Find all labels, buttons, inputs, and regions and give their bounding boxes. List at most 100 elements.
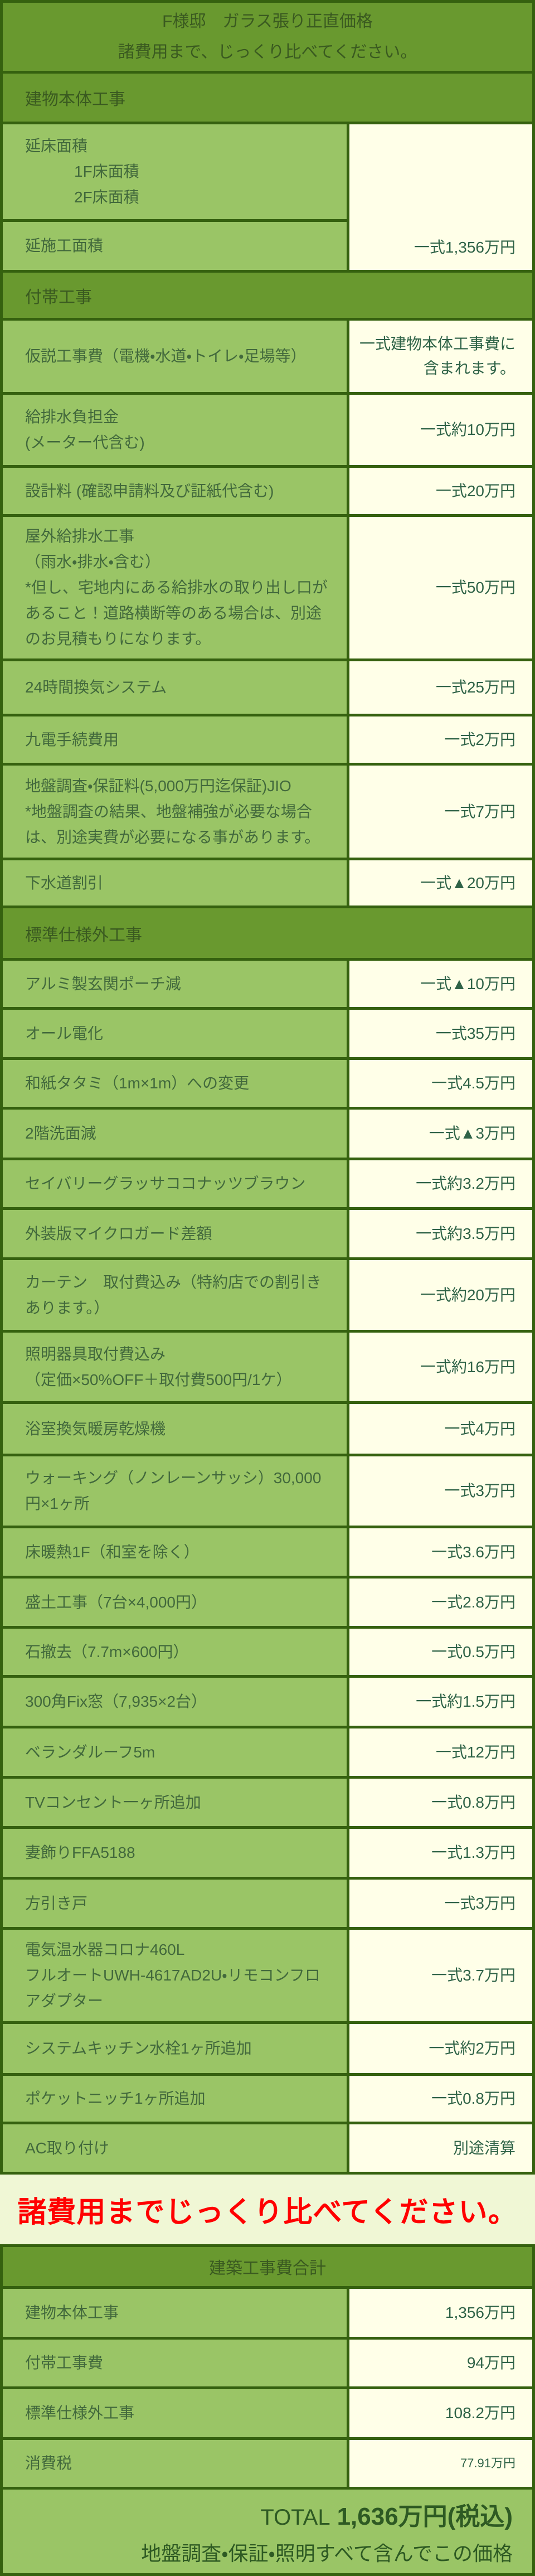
item-label: ポケットニッチ1ヶ所追加	[3, 2076, 347, 2122]
item-label: ウォーキング（ノンレーンサッシ）30,000円×1ヶ所	[3, 1456, 347, 1526]
total-label: TOTAL	[260, 2505, 330, 2530]
item-label-line: 床暖熱1F（和室を除く）	[25, 1543, 200, 1561]
footer-note: 地盤調査・保証・照明すべて含んでこの価格	[141, 2542, 513, 2565]
item-value: 一式約16万円	[347, 1333, 532, 1401]
item-value: 一式▲3万円	[347, 1110, 532, 1158]
item-row: TVコンセント一ヶ所追加 一式0.8万円	[3, 1776, 532, 1826]
item-label-line: 24時間換気システム	[25, 679, 167, 696]
item-label-line: 電気温水器コロナ460L	[25, 1941, 185, 1958]
page-header: F様邸 ガラス張り正直価格 諸費用まで、じっくり比べてください。	[3, 3, 532, 71]
item-value: 一式約10万円	[347, 395, 532, 465]
item-row: カーテン 取付費込み（特約店での割引きあります。） 一式約20万円	[3, 1257, 532, 1330]
item-label: カーテン 取付費込み（特約店での割引きあります。）	[3, 1260, 347, 1330]
item-row: 照明器具取付費込み （定価×50%OFF＋取付費500円/1ケ） 一式約16万円	[3, 1330, 532, 1401]
item-label-line: 消費税	[25, 2454, 72, 2472]
item-row: 床暖熱1F（和室を除く） 一式3.6万円	[3, 1526, 532, 1576]
item-row: 2階洗面減 一式▲3万円	[3, 1107, 532, 1158]
item-value: 一式2.8万円	[347, 1578, 532, 1626]
item-label-line: 屋外給排水工事	[25, 527, 135, 545]
item-label-line: 2階洗面減	[25, 1125, 96, 1142]
item-label-line: TVコンセント一ヶ所追加	[25, 1793, 201, 1811]
item-row: 仮説工事費（電機・水道・トイレ・足場等） 一式建物本体工事費に含まれます。	[3, 318, 532, 392]
item-label-line: ポケットニッチ1ヶ所追加	[25, 2090, 206, 2107]
item-row: 24時間換気システム 一式25万円	[3, 658, 532, 714]
item-label-line: ベランダルーフ5m	[25, 1743, 155, 1761]
item-value: 一式1,356万円	[347, 124, 532, 270]
item-value: 108.2万円	[347, 2389, 532, 2437]
item-label: 延床面積 1F床面積 2F床面積	[3, 124, 347, 219]
item-label: 付帯工事費	[3, 2340, 347, 2386]
item-row: 盛土工事（7台×4,000円） 一式2.8万円	[3, 1576, 532, 1626]
item-label: 下水道割引	[3, 860, 347, 906]
item-label: 浴室換気暖房乾燥機	[3, 1404, 347, 1454]
item-row: 地盤調査・保証料(5,000万円迄保証)JIO *地盤調査の結果、地盤補強が必要な…	[3, 763, 532, 858]
item-value: 一式7万円	[347, 766, 532, 858]
item-label: 九電手続費用	[3, 716, 347, 763]
item-value: 一式0.5万円	[347, 1629, 532, 1675]
item-label: 24時間換気システム	[3, 661, 347, 714]
item-value: 別途清算	[347, 2124, 532, 2172]
item-row: 屋外給排水工事 （雨水・排水・含む） *但し、宅地内にある給排水の取り出し口があるこ…	[3, 514, 532, 658]
item-row: 300角Fix窓（7,935×2台） 一式約1.5万円	[3, 1675, 532, 1726]
item-label: 屋外給排水工事 （雨水・排水・含む） *但し、宅地内にある給排水の取り出し口があるこ…	[3, 517, 347, 658]
item-label: 延施工面積	[3, 219, 347, 270]
item-value: 一式約3.5万円	[347, 1210, 532, 1257]
item-label-line: 外装版マイクロガード差額	[25, 1224, 212, 1242]
item-row: 九電手続費用 一式2万円	[3, 714, 532, 763]
item-label: セイバリーグラッサココナッツブラウン	[3, 1160, 347, 1207]
item-row: AC取り付け 別途清算	[3, 2122, 532, 2172]
item-value: 一式約2万円	[347, 2024, 532, 2073]
item-value: 一式3万円	[347, 1456, 532, 1526]
item-label-line: セイバリーグラッサココナッツブラウン	[25, 1175, 306, 1192]
item-label: AC取り付け	[3, 2124, 347, 2172]
item-row: ポケットニッチ1ヶ所追加 一式0.8万円	[3, 2073, 532, 2122]
item-label-line: 照明器具取付費込み	[25, 1345, 166, 1363]
item-row: 浴室換気暖房乾燥機 一式4万円	[3, 1401, 532, 1454]
item-label-line: 石撤去（7.7m×600円）	[25, 1643, 189, 1660]
item-row: 下水道割引 一式▲20万円	[3, 858, 532, 906]
section-heading: 標準仕様外工事	[3, 906, 532, 958]
item-label-line: 方引き戸	[25, 1894, 88, 1912]
item-value: 一式3.7万円	[347, 1930, 532, 2021]
item-label-line: 和紙タタミ（1m×1m）への変更	[25, 1074, 250, 1092]
item-label-line: カーテン 取付費込み（特約店での割引きあります。）	[25, 1273, 322, 1316]
item-row: セイバリーグラッサココナッツブラウン 一式約3.2万円	[3, 1158, 532, 1207]
item-label-line: （雨水・排水・含む）	[25, 553, 161, 570]
item-label-line: ウォーキング（ノンレーンサッシ）30,000円×1ヶ所	[25, 1469, 322, 1512]
item-label-line: 標準仕様外工事	[25, 2404, 135, 2422]
item-label: 仮説工事費（電機・水道・トイレ・足場等）	[3, 321, 347, 392]
item-row: 外装版マイクロガード差額 一式約3.5万円	[3, 1207, 532, 1257]
item-label: 外装版マイクロガード差額	[3, 1210, 347, 1257]
item-value: 一式25万円	[347, 661, 532, 714]
item-value: 一式1.3万円	[347, 1829, 532, 1877]
item-label: システムキッチン水栓1ヶ所追加	[3, 2024, 347, 2073]
item-row: 建物本体工事 1,356万円	[3, 2286, 532, 2337]
item-label-line: 付帯工事費	[25, 2354, 104, 2371]
item-value: 一式35万円	[347, 1010, 532, 1057]
section-heading: 付帯工事	[3, 270, 532, 318]
item-value: 一式約3.2万円	[347, 1160, 532, 1207]
item-row: 妻飾りFFA5188 一式1.3万円	[3, 1826, 532, 1877]
item-value: 1,356万円	[347, 2289, 532, 2337]
item-row: オール電化 一式35万円	[3, 1007, 532, 1057]
item-row: ベランダルーフ5m 一式12万円	[3, 1726, 532, 1776]
item-label-line: (メーター代含む)	[25, 434, 145, 451]
item-label-line: 浴室換気暖房乾燥機	[25, 1420, 166, 1437]
item-label-line: 設計料 (確認申請料及び証紙代含む)	[25, 482, 274, 500]
item-label: 建物本体工事	[3, 2289, 347, 2337]
item-label-line: 下水道割引	[25, 874, 104, 892]
section-heading: 建物本体工事	[3, 71, 532, 122]
item-label: 妻飾りFFA5188	[3, 1829, 347, 1877]
item-value: 一式▲20万円	[347, 860, 532, 906]
item-row: 設計料 (確認申請料及び証紙代含む) 一式20万円	[3, 465, 532, 514]
main-price-table: F様邸 ガラス張り正直価格 諸費用まで、じっくり比べてください。 建物本体工事延…	[0, 0, 535, 2175]
item-value: 一式約20万円	[347, 1260, 532, 1330]
item-label-line: 仮説工事費（電機・水道・トイレ・足場等）	[25, 347, 307, 365]
item-label: 床暖熱1F（和室を除く）	[3, 1528, 347, 1576]
item-label-line: 1F床面積	[74, 163, 139, 180]
page-title: F様邸 ガラス張り正直価格	[162, 12, 373, 31]
item-label-line: AC取り付け	[25, 2139, 109, 2157]
compare-banner-text: 諸費用までじっくり比べてください。	[17, 2196, 518, 2229]
total-amount: 1,636万円(税込)	[337, 2503, 513, 2530]
item-row: ウォーキング（ノンレーンサッシ）30,000円×1ヶ所 一式3万円	[3, 1454, 532, 1526]
